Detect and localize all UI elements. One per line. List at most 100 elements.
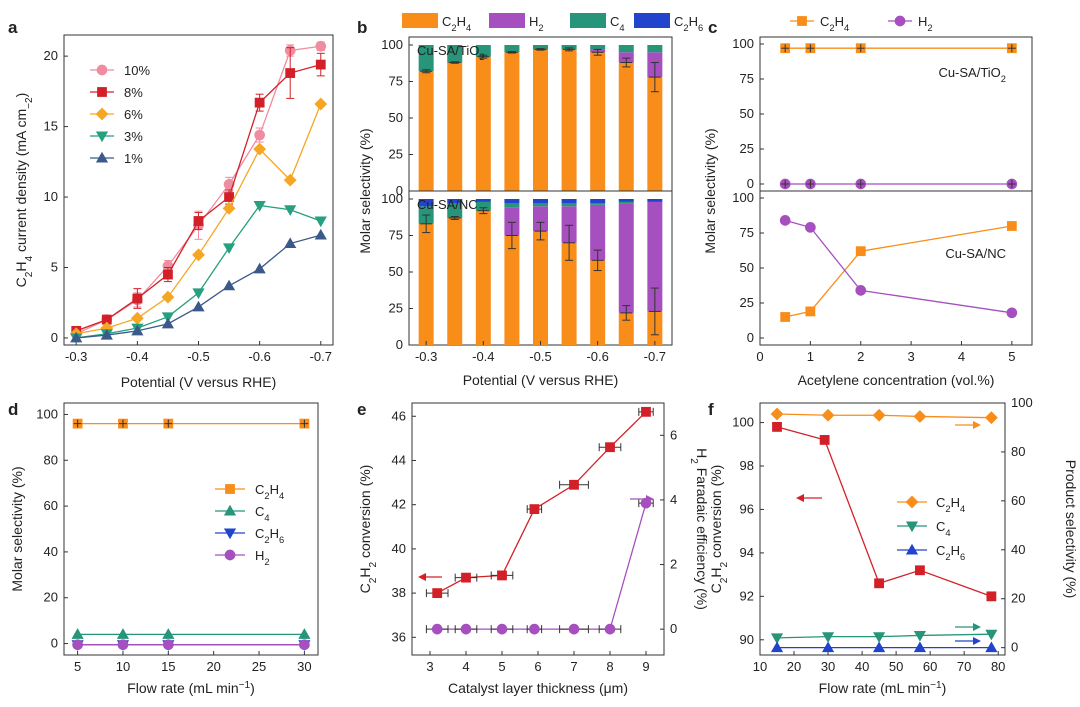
y-tick-label: 0 [670,621,677,636]
legend-label: H2 [529,14,544,33]
data-point [299,639,310,651]
bar-segment-C4 [533,45,548,50]
label-part: 2 [683,23,688,33]
label-part: Cu-SA/NC [417,197,478,212]
panel-d-layer: d 5 10 15 20 25 30 0 20 40 60 80 100 Flow rate (mL mi… [8,400,319,696]
x-tick-label: 80 [991,659,1005,674]
y-axis-label-right: Product selectivity (%) [1063,460,1079,598]
x-tick-label: 4 [958,349,965,364]
data-point [780,312,791,322]
legend-marker [96,64,108,76]
legend-marker [223,504,237,516]
data-point [461,572,471,583]
series-line [437,502,647,630]
bar-segment-C2H4 [647,77,663,191]
y-tick-label: 0 [396,183,403,198]
panel-letter: f [708,400,714,419]
label-part: C [820,14,829,29]
y-tick-label: 100 [381,191,403,206]
right-axis-arrowhead [973,623,981,631]
legend-label: C4 [936,519,951,538]
y-tick-label: 94 [740,545,754,560]
bar-segment-C2H4 [475,56,491,192]
legend-marker [905,495,919,509]
data-point [222,243,236,254]
data-point [161,317,175,329]
data-point [314,97,328,111]
data-point [569,479,579,490]
y-tick-label: 100 [1011,395,1033,410]
data-point [161,312,175,324]
y-tick-label: 25 [740,141,754,156]
data-point [872,408,886,422]
series-line-H2 [785,219,1012,314]
y-tick-label: 50 [389,110,403,125]
y-tick-label: 0 [747,176,754,191]
label-part: C [13,277,29,287]
data-point [529,504,540,515]
y-tick-label: 38 [392,585,406,600]
label-part: 2 [1001,74,1006,84]
label-part: H [835,14,844,29]
data-point [193,216,204,226]
label-part: H [357,568,373,578]
panel-c-layer: c C2H4 H20255075100Cu-SA/TiO20255075100Cu-… [702,14,1033,388]
y-tick-label: 40 [392,541,406,556]
data-point [117,639,129,651]
bar-segment-C2H6 [647,199,663,202]
data-point [253,201,266,212]
label-part: C [708,583,724,593]
legend-label: C2H4 [442,14,471,33]
label-part: H [255,548,264,563]
y-tick-label: 75 [389,74,403,89]
label-part: 2 [719,562,730,568]
label-part: C [255,526,264,541]
label-part: H [951,495,960,510]
label-part: H [918,14,927,29]
data-point [855,285,867,296]
y-tick-label: 25 [389,147,403,162]
y-tick-label: 20 [1011,591,1025,606]
data-point [162,628,175,639]
x-tick-label: 15 [161,659,175,674]
x-tick-label: -0.3 [65,349,87,364]
bar-segment-C2H4 [447,62,463,191]
x-tick-label: -0.6 [586,349,608,364]
y-tick-label: 25 [740,295,754,310]
y-tick-label: 100 [381,37,403,52]
y-tick-label: 6 [670,427,677,442]
data-point [913,630,927,642]
data-point [222,279,236,291]
data-point [985,629,998,641]
panel-a-layer: a -0.3 -0.4 -0.5 -0.6 -0.7 0 5 10 15 20 Potential (… [8,18,334,390]
y-tick-label: 44 [392,452,406,467]
data-point [163,269,173,280]
y-tick-label: 25 [389,301,403,316]
data-point [132,293,143,304]
bar-segment-H2 [647,201,663,312]
data-point [915,565,925,576]
legend-label: 3% [124,129,143,144]
legend-label: C4 [610,14,625,33]
x-tick-label: 70 [957,659,971,674]
bar-segment-C2H4 [504,52,520,191]
legend-label: 8% [124,85,143,100]
label-part: 2 [689,458,700,464]
x-tick-label: 50 [889,659,903,674]
data-point [71,628,84,639]
bar-segment-C4 [533,203,548,207]
x-tick-label: -0.6 [248,349,270,364]
x-tick-label: 5 [498,659,505,674]
x-tick-label: 6 [534,659,541,674]
data-point [315,59,326,70]
bar-segment-C4 [504,203,520,208]
legend-marker [224,549,236,561]
label-part: 2 [368,562,379,568]
label-part: 2 [264,535,269,545]
data-point [131,324,144,336]
panel-letter: a [8,18,18,37]
x-axis-label: Potential (V versus RHE) [121,374,277,390]
legend-marker [97,87,107,97]
label-part: C [357,583,373,593]
